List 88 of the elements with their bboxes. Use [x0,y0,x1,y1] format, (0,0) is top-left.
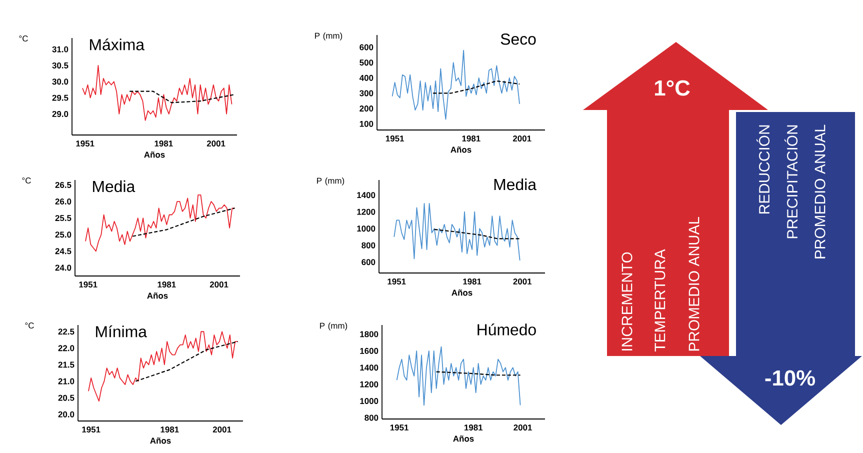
line-series [85,194,236,252]
y-tick-label: 31.0 [52,46,68,52]
y-tick-label: 100 [360,120,374,127]
text: REDUCCIÓN [756,125,770,214]
y-tick-label: 25.0 [55,232,72,238]
y-tick-label: 800 [362,242,376,248]
text: PROMEDIO ANUAL [688,216,700,351]
line-series [135,341,238,382]
text: TEMPERTURA [654,249,666,352]
x-tick-label: 1951 [82,426,100,433]
x-axis-title: Años [144,152,165,158]
chart-title: Seco [500,33,536,45]
y-axis-title: °C [22,178,31,184]
x-tick-label: 2001 [210,282,228,288]
x-tick-label: 1951 [390,424,408,431]
y-tick-label: 1800 [360,331,378,338]
x-tick-label: 2001 [212,426,232,433]
text: -10% [765,370,816,386]
chart-title: Media [93,180,136,192]
y-tick-label: 26.5 [55,182,72,188]
y-tick-label: 22.0 [58,345,74,352]
x-tick-label: 1951 [386,136,404,142]
y-tick-label: 1000 [357,226,376,232]
text: PRECIPITACIÓN [784,125,798,238]
y-tick-label: 1400 [357,192,376,198]
y-tick-label: 25.5 [55,215,72,222]
x-tick-label: 2001 [512,136,532,142]
chart-title: Mínima [96,325,147,338]
text: PROMEDIO ANUAL [814,124,826,258]
y-tick-label: 1000 [360,398,378,404]
x-axis-title: Años [452,290,472,296]
y-tick-label: 21.5 [58,362,74,368]
line-series [82,65,232,121]
x-tick-label: 1981 [463,278,482,285]
y-tick-label: 20.0 [58,411,74,418]
x-tick-label: 1981 [158,282,176,288]
y-tick-label: 400 [359,74,374,81]
y-tick-label: 30.5 [52,62,68,68]
y-tick-label: 21.0 [58,378,74,384]
chart-title: Húmedo [478,323,536,336]
y-tick-label: 20.5 [58,394,74,401]
chart-title: Máxima [90,38,145,50]
y-tick-label: 800 [364,414,378,421]
y-tick-label: 1200 [357,208,376,215]
x-tick-label: 1951 [388,278,406,285]
x-tick-label: 2001 [514,424,532,431]
y-tick-label: 30.0 [52,78,68,85]
line-series [392,50,520,120]
y-tick-label: 600 [362,259,376,266]
text: 1°C [654,80,690,96]
y-tick-label: 600 [360,44,374,50]
line-series [129,90,235,104]
text: INCREMENTO [622,252,632,350]
y-tick-label: 300 [360,90,374,96]
x-axis-title: Años [450,146,472,153]
x-tick-label: 1981 [154,140,173,147]
y-tick-label: 1600 [360,348,378,354]
line-series [434,228,520,240]
y-axis-title: P (mm) [315,32,342,40]
y-tick-label: 500 [360,60,374,66]
chart-title: Media [494,178,536,190]
y-tick-label: 24.5 [55,248,72,254]
x-axis-title: Años [147,292,168,299]
y-axis-title: °C [25,322,34,329]
y-axis-title: °C [19,36,28,42]
y-tick-label: 24.0 [55,264,72,271]
y-tick-label: 1200 [360,381,378,388]
x-axis-title: Años [150,438,171,444]
y-axis-title: P (mm) [317,178,344,186]
x-axis-title: Años [453,436,474,442]
line-series [394,203,520,261]
line-series [432,80,520,94]
y-tick-label: 1400 [360,364,378,371]
x-tick-label: 1981 [464,424,483,431]
x-tick-label: 2001 [513,278,532,285]
y-tick-label: 26.0 [55,198,72,205]
y-tick-label: 29.0 [52,110,68,117]
y-tick-label: 29.5 [52,94,68,101]
x-tick-label: 1981 [462,136,480,142]
x-tick-label: 2001 [206,140,226,147]
y-axis-title: P (mm) [320,322,348,330]
line-series [396,346,521,406]
y-tick-label: 22.5 [58,328,74,335]
x-tick-label: 1951 [76,140,94,147]
x-tick-label: 1981 [160,426,179,433]
x-tick-label: 1951 [79,282,98,288]
line-series [132,208,236,237]
y-tick-label: 200 [360,106,374,112]
